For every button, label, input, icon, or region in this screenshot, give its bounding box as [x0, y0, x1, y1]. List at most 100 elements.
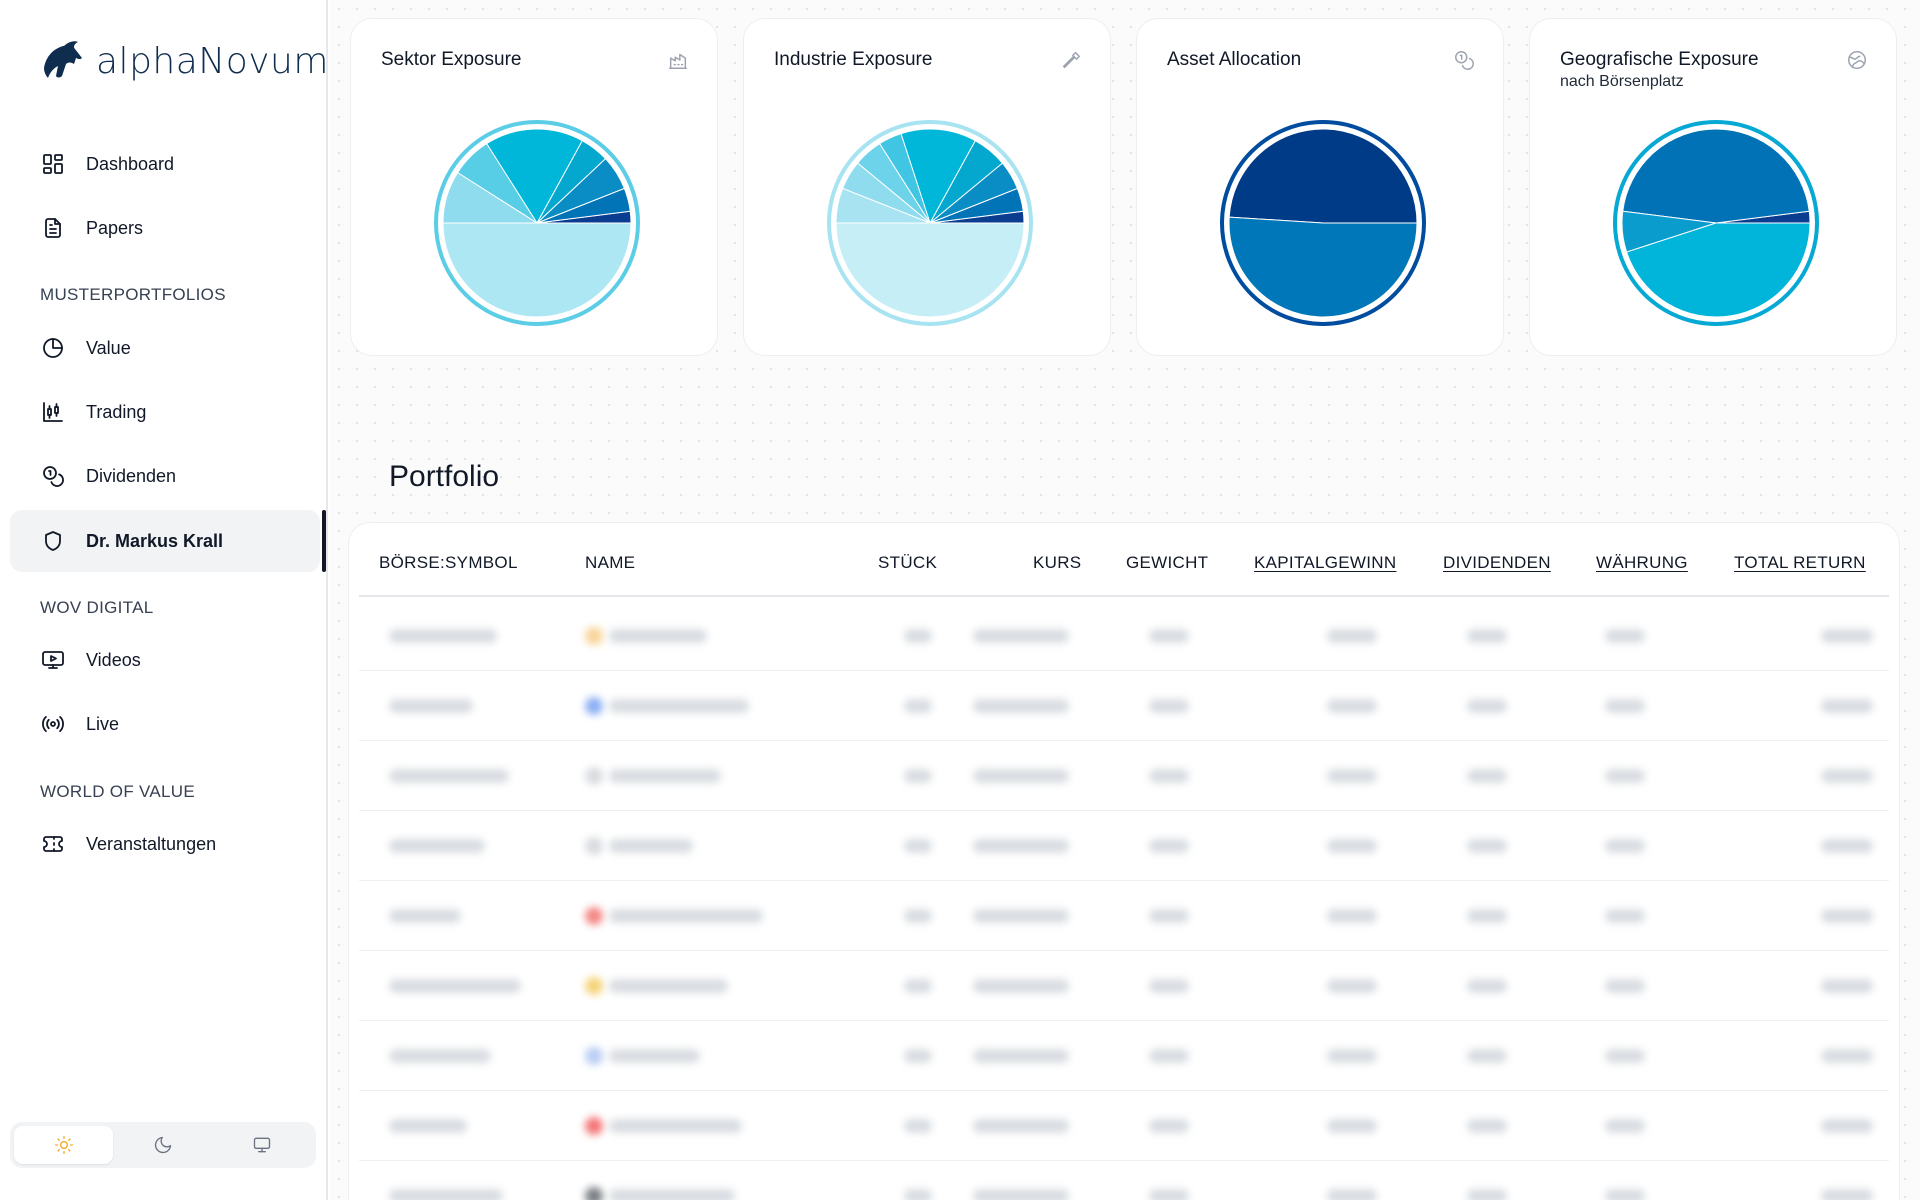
blurred-cell [609, 1119, 742, 1133]
column-header-boerse-symbol: BÖRSE:SYMBOL [379, 553, 518, 572]
blurred-cell [904, 1049, 932, 1063]
blurred-cell [1467, 629, 1507, 643]
sidebar-item-value[interactable]: Value [10, 317, 320, 379]
pie-outer-ring [1613, 120, 1819, 326]
sidebar-item-veranstaltungen[interactable]: Veranstaltungen [10, 813, 320, 875]
blurred-cell [609, 839, 693, 853]
blurred-cell [1467, 1049, 1507, 1063]
theme-dark-button[interactable] [113, 1126, 212, 1164]
company-logo-icon [585, 977, 603, 995]
blurred-cell [1149, 979, 1189, 993]
sidebar-item-videos[interactable]: Videos [10, 629, 320, 691]
coins-icon[interactable] [1453, 49, 1475, 71]
brand-logo[interactable]: alphaNovum [38, 38, 329, 84]
blurred-cell [904, 1119, 932, 1133]
sektor-pie-chart[interactable] [433, 119, 641, 327]
blurred-cell [904, 839, 932, 853]
asset-allocation-card: Asset Allocation [1136, 18, 1504, 356]
column-header-waehrung[interactable]: WÄHRUNG [1596, 553, 1688, 572]
bull-logo-icon [44, 41, 82, 78]
portfolio-table: BÖRSE:SYMBOL NAME STÜCK KURS GEWICHT KAP… [348, 522, 1900, 1200]
section-label-world-of-value: WORLD OF VALUE [40, 782, 196, 801]
hammer-icon[interactable] [1060, 49, 1082, 71]
table-row[interactable] [359, 671, 1889, 741]
sidebar-item-label: Value [86, 337, 131, 358]
globe-icon[interactable] [1846, 49, 1868, 71]
theme-system-button[interactable] [213, 1126, 312, 1164]
pie-outer-ring [434, 120, 640, 326]
industrie-exposure-card: Industrie Exposure [743, 18, 1111, 356]
column-header-kurs: KURS [1033, 553, 1082, 572]
document-icon [40, 215, 66, 241]
sidebar-item-dashboard[interactable]: Dashboard [10, 133, 320, 195]
blurred-cell [609, 699, 749, 713]
blurred-cell [1821, 839, 1873, 853]
table-row[interactable] [359, 1161, 1889, 1200]
blurred-cell [1327, 979, 1377, 993]
column-header-gewicht: GEWICHT [1126, 553, 1209, 572]
table-row[interactable] [359, 951, 1889, 1021]
table-row[interactable] [359, 1091, 1889, 1161]
shield-icon [40, 528, 66, 554]
blurred-cell [973, 1049, 1069, 1063]
blurred-cell [1467, 909, 1507, 923]
theme-light-button[interactable] [14, 1126, 114, 1164]
video-screen-icon [40, 647, 66, 673]
sidebar-item-dividenden[interactable]: Dividenden [10, 445, 320, 507]
column-header-stueck: STÜCK [878, 553, 938, 572]
header-divider [359, 595, 1889, 597]
blurred-cell [904, 979, 932, 993]
blurred-cell [1149, 699, 1189, 713]
blurred-cell [389, 1119, 467, 1133]
geografische-pie-chart[interactable] [1612, 119, 1820, 327]
industry-chart-icon[interactable] [667, 49, 689, 71]
sidebar: alphaNovum Dashboard Papers MUSTERPORTFO… [0, 0, 328, 1200]
sidebar-item-label: Trading [86, 401, 147, 422]
pie-slice-4[interactable] [485, 128, 583, 224]
blurred-cell [609, 979, 728, 993]
table-row[interactable] [359, 811, 1889, 881]
sidebar-item-label: Veranstaltungen [86, 833, 217, 854]
pie-slice-0[interactable] [1228, 128, 1418, 224]
blurred-cell [389, 769, 509, 783]
blurred-cell [1327, 629, 1377, 643]
pie-slice-9[interactable] [835, 222, 1025, 318]
blurred-cell [389, 629, 497, 643]
column-header-kapitalgewinn[interactable]: KAPITALGEWINN [1254, 553, 1397, 572]
sidebar-item-papers[interactable]: Papers [10, 197, 320, 259]
blurred-cell [389, 839, 485, 853]
pie-slice-1[interactable] [1622, 128, 1810, 224]
blurred-cell [1327, 909, 1377, 923]
sidebar-item-trading[interactable]: Trading [10, 381, 320, 443]
asset-allocation-pie-chart[interactable] [1219, 119, 1427, 327]
blurred-cell [389, 909, 461, 923]
blurred-cell [609, 1189, 735, 1200]
pie-slice-7[interactable] [442, 222, 632, 318]
blurred-cell [1821, 1189, 1873, 1200]
table-row[interactable] [359, 741, 1889, 811]
sidebar-item-live[interactable]: Live [10, 693, 320, 755]
column-header-total-return[interactable]: TOTAL RETURN [1734, 553, 1866, 572]
blurred-cell [1605, 1189, 1645, 1200]
blurred-cell [1327, 1049, 1377, 1063]
table-row[interactable] [359, 601, 1889, 671]
table-row[interactable] [359, 1021, 1889, 1091]
sidebar-item-dr-markus-krall[interactable]: Dr. Markus Krall [10, 510, 320, 572]
ticket-icon [40, 831, 66, 857]
pie-slice-3[interactable] [1625, 222, 1811, 318]
company-logo-icon [585, 697, 603, 715]
blurred-cell [609, 629, 707, 643]
blurred-cell [1149, 1119, 1189, 1133]
column-header-dividenden[interactable]: DIVIDENDEN [1443, 553, 1551, 572]
pie-slice-4[interactable] [900, 128, 976, 225]
table-row[interactable] [359, 881, 1889, 951]
sidebar-item-label: Dr. Markus Krall [86, 530, 224, 551]
pie-slice-1[interactable] [1228, 216, 1418, 318]
blurred-cell [1821, 979, 1873, 993]
blurred-cell [973, 769, 1069, 783]
dashboard-grid-icon [40, 151, 66, 177]
moon-icon [154, 1136, 172, 1154]
industrie-pie-chart[interactable] [826, 119, 1034, 327]
blurred-cell [904, 699, 932, 713]
candlestick-icon [40, 399, 66, 425]
